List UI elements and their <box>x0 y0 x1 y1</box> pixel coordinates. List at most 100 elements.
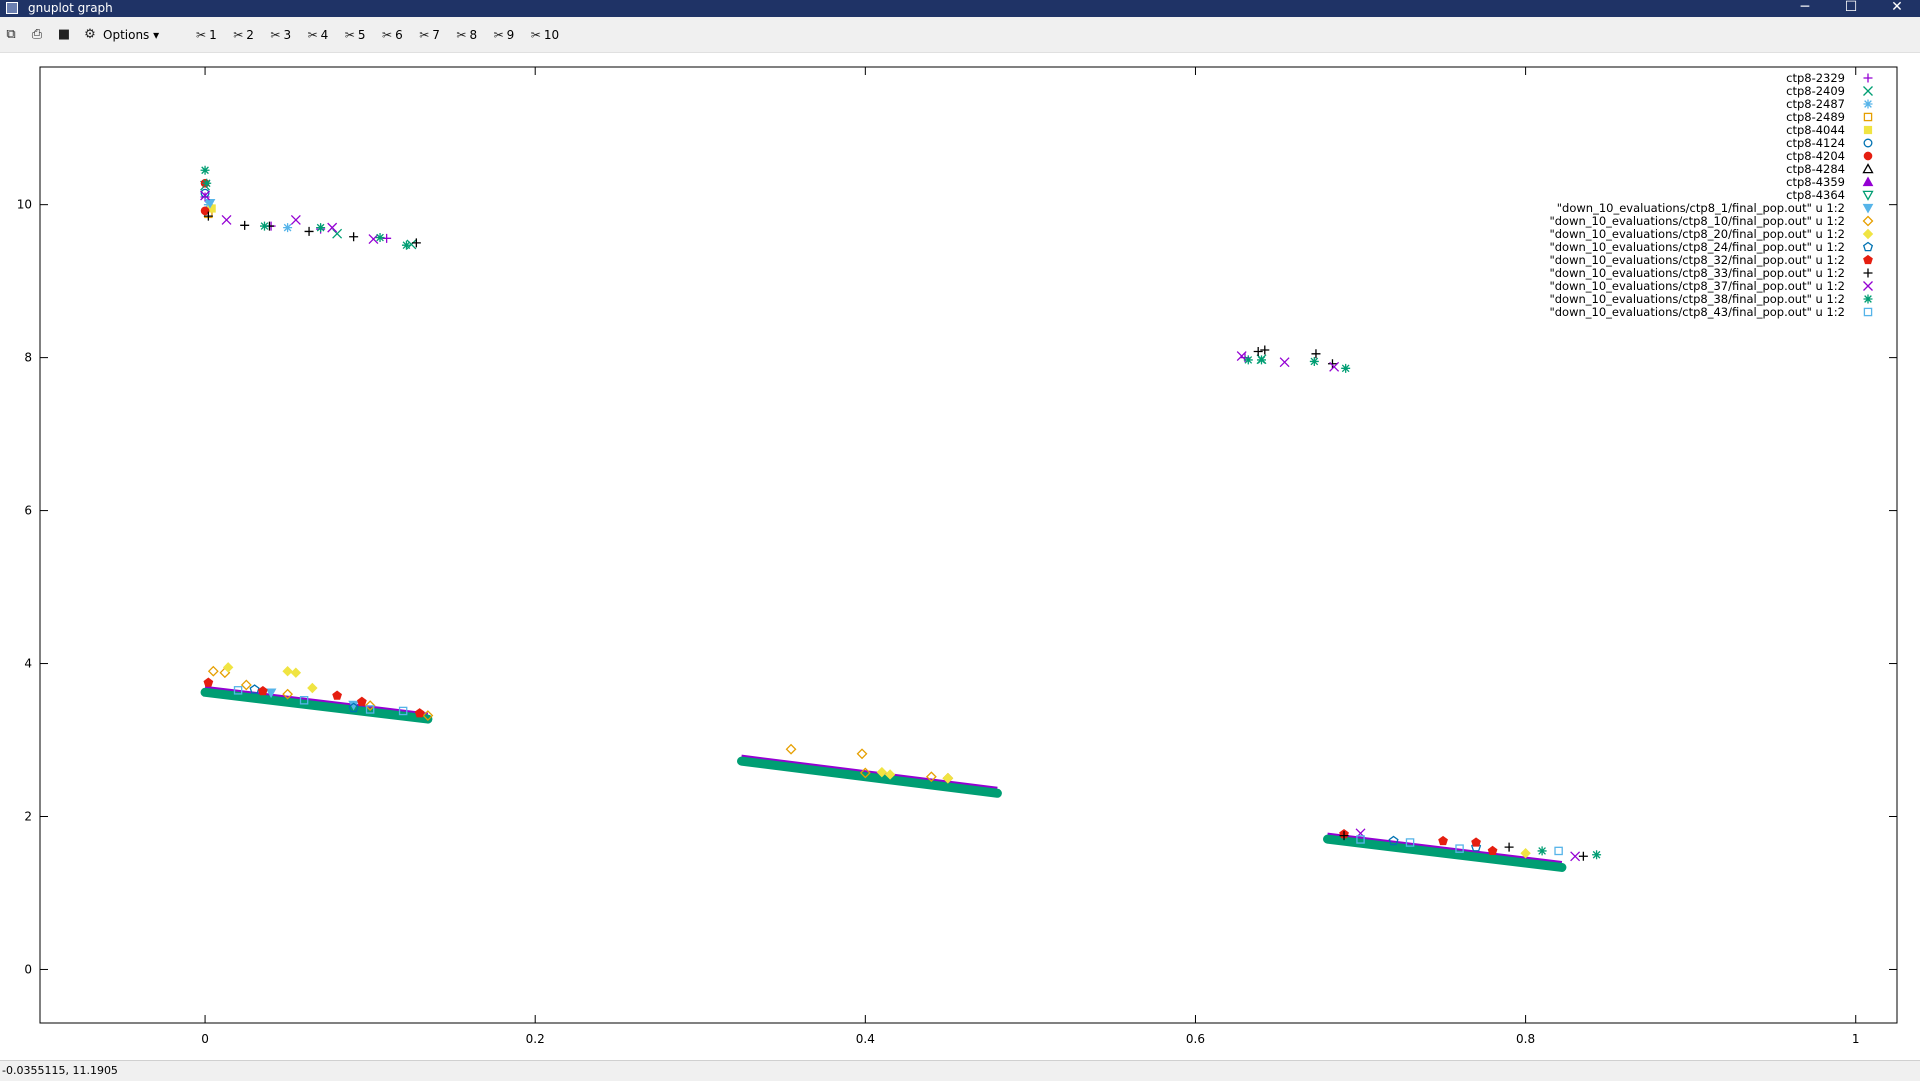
data-point <box>290 667 302 678</box>
status-bar: -0.0355115, 11.1905 <box>0 1060 1920 1081</box>
data-point <box>382 233 392 243</box>
data-point <box>1329 361 1340 372</box>
legend-marker <box>1863 86 1873 96</box>
data-point <box>304 226 314 236</box>
data-point <box>859 767 871 779</box>
x-tick-label: 0.2 <box>526 1032 545 1046</box>
minimize-button[interactable]: ─ <box>1800 0 1810 15</box>
scissors-icon: ✂ <box>456 28 467 42</box>
legend-marker <box>1863 151 1873 161</box>
scissors-icon: ✂ <box>233 28 244 42</box>
data-point <box>368 234 379 245</box>
data-point <box>348 702 359 713</box>
plot-toggle-label: 10 <box>543 28 560 42</box>
legend-marker <box>1863 254 1873 265</box>
data-point <box>1471 841 1482 852</box>
plot-toggle-6[interactable]: ✂ 6 <box>382 26 403 44</box>
legend-entry-label: ctp8-2489 <box>1786 110 1845 124</box>
legend-marker <box>1862 176 1874 187</box>
plot-toggle-7[interactable]: ✂ 7 <box>419 26 440 44</box>
data-point <box>332 690 342 700</box>
data-point <box>1504 842 1514 852</box>
data-point <box>200 190 211 201</box>
legend-marker <box>1863 307 1873 317</box>
data-point <box>884 769 896 780</box>
data-point <box>1253 347 1263 357</box>
legend-entry-label: "down_10_evaluations/ctp8_10/final_pop.o… <box>1549 214 1845 228</box>
data-point <box>221 215 232 225</box>
scatter-chart[interactable]: 0 0.2 0.4 0.6 0.8 10246810ctp8-2329ctp8-2409c… <box>0 53 1920 1060</box>
front-line-upper <box>1327 832 1563 864</box>
legend-entry-label: ctp8-4124 <box>1786 136 1845 150</box>
title-bar: gnuplot graph ─ ☐ ✕ <box>0 0 1920 17</box>
plot-toggle-8[interactable]: ✂ 8 <box>456 26 477 44</box>
data-point <box>203 211 213 221</box>
x-tick-label: 1 <box>1852 1032 1860 1046</box>
plot-toggle-10[interactable]: ✂ 10 <box>531 26 559 44</box>
plot-toggle-5[interactable]: ✂ 5 <box>345 26 366 44</box>
data-point <box>222 662 234 673</box>
legend-marker <box>1862 215 1874 227</box>
data-point <box>942 773 954 784</box>
legend-entry-label: ctp8-4204 <box>1786 149 1845 163</box>
maximize-button[interactable]: ☐ <box>1844 0 1858 15</box>
legend-marker <box>1863 73 1873 83</box>
data-point <box>1339 831 1349 841</box>
legend-entry-label: "down_10_evaluations/ctp8_37/final_pop.o… <box>1549 279 1845 293</box>
data-point <box>1243 355 1253 365</box>
data-point <box>207 665 219 677</box>
data-point <box>1341 363 1351 373</box>
data-point <box>401 240 411 250</box>
data-point <box>299 696 309 705</box>
data-point <box>282 688 294 700</box>
scissors-icon: ✂ <box>419 28 430 42</box>
legend-marker <box>1863 125 1873 135</box>
y-tick-label: 2 <box>24 810 32 824</box>
x-tick-label: 0.4 <box>856 1032 875 1046</box>
scissors-icon: ✂ <box>270 28 281 42</box>
scissors-icon: ✂ <box>493 28 504 42</box>
scissors-icon: ✂ <box>307 28 318 42</box>
scissors-icon: ✂ <box>196 28 207 42</box>
plot-toggle-2[interactable]: ✂ 2 <box>233 26 254 44</box>
data-point <box>876 766 888 778</box>
plot-toggle-label: 1 <box>209 28 217 42</box>
plot-area[interactable]: 0 0.2 0.4 0.6 0.8 1 0 2 4 6 8 10 ctp8-2329 ctp8-2409 c… <box>0 53 1920 1060</box>
scissors-icon: ✂ <box>382 28 393 42</box>
legend-entry-label: ctp8-2329 <box>1786 71 1845 85</box>
data-point <box>785 743 797 755</box>
data-point <box>1236 351 1247 362</box>
data-point <box>357 696 367 706</box>
plot-toggle-1[interactable]: ✂ 1 <box>196 26 217 44</box>
plot-toggle-label: 7 <box>432 28 440 42</box>
toolbar: ⧉ ⎙ ■ ⚙ Options ▾ ✂ 1 ✂ 2 ✂ 3 ✂ 4 ✂ 5 ✂ 6 ✂ 7 ✂ 8 ✂ 9 ✂ 10 <box>0 17 1920 53</box>
close-button[interactable]: ✕ <box>1891 0 1903 15</box>
options-menu[interactable]: Options ▾ <box>103 28 160 42</box>
front-line <box>200 687 433 724</box>
data-point <box>327 222 338 233</box>
data-point <box>1279 357 1290 368</box>
data-point <box>1455 844 1464 853</box>
y-tick-label: 6 <box>24 504 32 518</box>
legend-marker <box>1862 228 1874 240</box>
plot-toggle-label: 4 <box>320 28 329 42</box>
plot-toggle-label: 3 <box>283 28 292 42</box>
plot-toggle-9[interactable]: ✂ 9 <box>494 26 515 44</box>
copy-icon[interactable]: ⧉ <box>6 27 16 42</box>
data-point <box>1438 835 1448 846</box>
x-tick-label: 0 <box>201 1032 209 1046</box>
save-icon[interactable]: ■ <box>57 27 71 42</box>
plot-toggle-3[interactable]: ✂ 3 <box>270 26 291 44</box>
x-tick-label: 0.6 <box>1186 1032 1205 1046</box>
data-point <box>200 188 210 198</box>
data-point <box>411 238 421 248</box>
data-point <box>422 710 434 721</box>
print-icon[interactable]: ⎙ <box>31 27 43 42</box>
options-label: Options <box>103 28 150 42</box>
plot-toggle-4[interactable]: ✂ 4 <box>308 26 329 44</box>
data-point <box>316 223 326 233</box>
data-point <box>282 665 293 677</box>
data-point <box>364 700 376 712</box>
legend-entry-label: ctp8-4044 <box>1786 123 1845 137</box>
y-tick-label: 8 <box>24 351 32 365</box>
